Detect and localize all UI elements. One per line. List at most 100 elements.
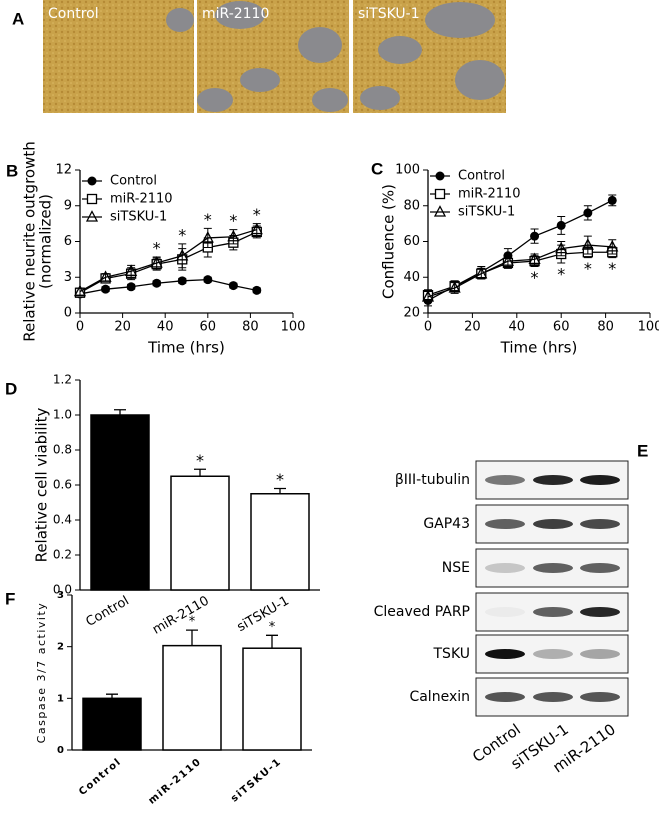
bar bbox=[242, 647, 302, 751]
series-line bbox=[79, 228, 257, 293]
data-point bbox=[252, 285, 262, 295]
x-tick-label: siTSKU-1 bbox=[235, 594, 292, 636]
blot-row-label: NSE bbox=[442, 560, 470, 576]
data-point bbox=[150, 256, 163, 268]
error-bar bbox=[178, 243, 187, 269]
x-tick-label: 60 bbox=[553, 320, 570, 335]
y-tick-label: 20 bbox=[403, 306, 420, 321]
y-axis-label: (normalized) bbox=[37, 194, 55, 289]
x-tick-label: 100 bbox=[638, 320, 659, 335]
blot-row-label: Calnexin bbox=[409, 689, 470, 705]
y-tick-label: 1 bbox=[57, 693, 64, 704]
y-tick-label: 3 bbox=[64, 270, 72, 285]
blot-band bbox=[485, 692, 525, 702]
y-tick-label: 1.0 bbox=[53, 408, 72, 422]
blot-row-label: GAP43 bbox=[423, 516, 470, 532]
significance-mark: * bbox=[204, 210, 212, 229]
y-tick-label: 9 bbox=[64, 198, 72, 213]
x-tick-label: miR-2110 bbox=[150, 594, 212, 638]
y-tick-label: 0.4 bbox=[53, 513, 72, 527]
x-tick-label: 80 bbox=[597, 320, 614, 335]
data-point bbox=[581, 238, 594, 250]
data-point bbox=[556, 220, 566, 230]
panel-label: A bbox=[12, 9, 24, 28]
data-point bbox=[227, 229, 240, 242]
data-point bbox=[101, 284, 111, 294]
x-tick-label: Control bbox=[84, 594, 132, 630]
significance-mark: * bbox=[229, 211, 237, 230]
significance-mark: * bbox=[269, 620, 276, 635]
y-tick-label: 1.2 bbox=[53, 373, 72, 387]
legend-label: Control bbox=[110, 174, 157, 189]
y-axis-label: Relative cell viability bbox=[33, 407, 51, 562]
data-point bbox=[530, 231, 540, 241]
blot-band bbox=[485, 519, 525, 529]
blot-row-label: TSKU bbox=[433, 646, 471, 662]
panel-label: D bbox=[5, 379, 17, 398]
bar bbox=[250, 493, 310, 591]
gap bbox=[240, 68, 280, 92]
y-tick-label: 0.0 bbox=[53, 583, 72, 597]
y-tick-label: 2 bbox=[57, 642, 64, 653]
significance-mark: * bbox=[276, 470, 284, 489]
blot-band bbox=[533, 519, 573, 529]
x-axis-label: Time (hrs) bbox=[147, 339, 225, 357]
x-tick-label: 40 bbox=[157, 320, 174, 335]
y-tick-label: 0.8 bbox=[53, 443, 72, 457]
blot-band bbox=[533, 692, 573, 702]
blot-band bbox=[580, 475, 620, 485]
data-point bbox=[99, 270, 112, 282]
x-tick-label: siTSKU-1 bbox=[229, 756, 284, 804]
y-tick-label: 100 bbox=[395, 163, 420, 178]
gap bbox=[197, 88, 233, 112]
blot-band bbox=[533, 475, 573, 485]
data-point bbox=[177, 276, 187, 286]
y-tick-label: 0.2 bbox=[53, 548, 72, 562]
error-bar bbox=[114, 409, 126, 415]
x-tick-label: 60 bbox=[200, 320, 217, 335]
data-point bbox=[203, 275, 213, 285]
error-bar bbox=[266, 634, 278, 649]
data-point bbox=[201, 231, 214, 243]
gap bbox=[166, 8, 194, 32]
blot-band bbox=[580, 649, 620, 659]
blot-band bbox=[485, 475, 525, 485]
bar bbox=[170, 475, 230, 591]
legend-label: siTSKU-1 bbox=[110, 210, 167, 225]
gap bbox=[298, 27, 342, 63]
data-point bbox=[228, 281, 238, 291]
blot-band bbox=[580, 607, 620, 617]
blot-band bbox=[580, 692, 620, 702]
data-point bbox=[126, 282, 136, 292]
data-point bbox=[606, 239, 619, 252]
blot-band bbox=[485, 563, 525, 573]
data-point bbox=[250, 222, 263, 235]
legend-marker bbox=[85, 210, 99, 222]
blot-row-label: βIII-tubulin bbox=[395, 472, 470, 488]
data-point bbox=[152, 278, 162, 288]
gap bbox=[425, 2, 495, 38]
y-tick-label: 0 bbox=[57, 745, 64, 756]
blot-band bbox=[485, 607, 525, 617]
data-point bbox=[475, 266, 488, 279]
image-label: Control bbox=[48, 6, 99, 22]
x-tick-label: 20 bbox=[114, 320, 131, 335]
significance-mark: * bbox=[196, 451, 204, 470]
data-point bbox=[125, 264, 138, 276]
gap bbox=[312, 88, 348, 112]
error-bar bbox=[186, 629, 198, 646]
legend-marker bbox=[434, 188, 446, 200]
gap bbox=[215, 1, 265, 29]
error-bar bbox=[194, 468, 206, 477]
significance-mark: * bbox=[153, 238, 161, 257]
error-bar bbox=[274, 487, 286, 494]
panel-label: C bbox=[371, 159, 383, 178]
series-line bbox=[427, 244, 613, 298]
y-tick-label: 0 bbox=[64, 306, 72, 321]
y-tick-label: 0.6 bbox=[53, 478, 72, 492]
panel-label: E bbox=[637, 441, 648, 460]
data-point bbox=[421, 290, 435, 302]
legend-label: siTSKU-1 bbox=[458, 205, 515, 220]
y-tick-label: 12 bbox=[55, 163, 72, 178]
